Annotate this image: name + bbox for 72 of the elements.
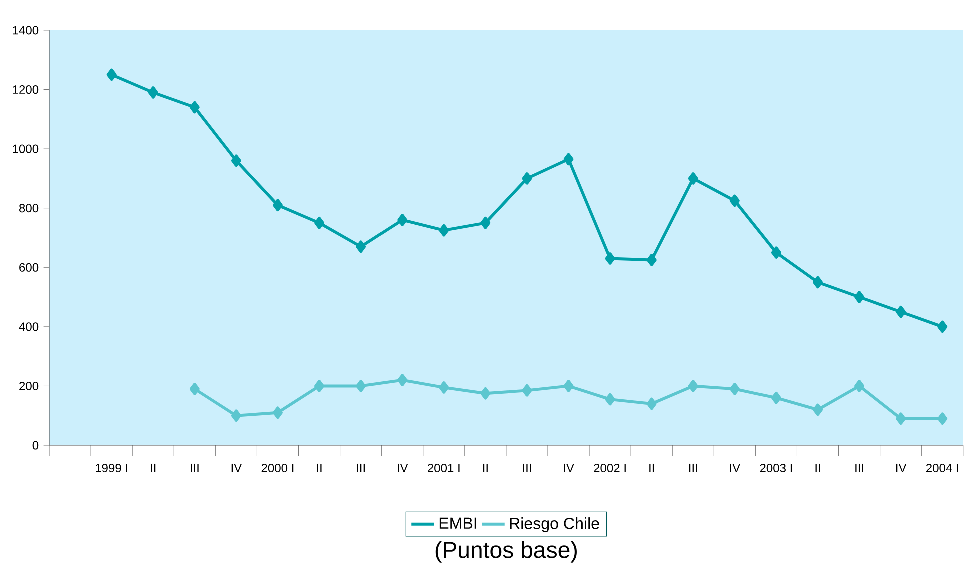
point	[314, 216, 325, 230]
x-tick-label: IV	[232, 464, 242, 472]
text: (Puntos base)	[436, 541, 577, 563]
point	[771, 392, 782, 404]
x-tick-label: II	[816, 464, 820, 472]
x-tick-label: 2000 I	[262, 464, 294, 472]
point	[522, 172, 532, 185]
y-tick-label: 200	[20, 382, 39, 390]
point	[771, 246, 782, 259]
y-tick-label: 1400	[13, 26, 39, 35]
x-tick-label: III	[190, 464, 199, 472]
x-tick-label: II	[650, 464, 654, 472]
x-tick-label: II	[151, 464, 156, 472]
x-tick-label: III	[689, 464, 698, 472]
x-tick-label: IV	[730, 464, 741, 472]
point	[730, 194, 740, 208]
y-tick-label: 1200	[13, 85, 39, 94]
point	[854, 380, 865, 392]
point	[356, 380, 366, 392]
x-tick-label: 2002 I	[594, 464, 626, 472]
x-tick-label: 1999 I	[96, 464, 128, 472]
x-tick-label: 2001 I	[428, 464, 460, 472]
point	[356, 240, 366, 253]
y-tick-label: 600	[20, 263, 39, 272]
point	[231, 154, 242, 167]
point	[646, 254, 657, 266]
point	[730, 382, 740, 396]
x-tick-label: 2004 I	[926, 464, 958, 472]
point	[190, 101, 200, 114]
point	[480, 387, 491, 400]
x-tick-label: III	[856, 464, 864, 472]
point	[231, 410, 242, 422]
point	[938, 412, 948, 425]
y-tick-label: 0	[32, 441, 39, 450]
y-tick-label: 800	[20, 204, 39, 213]
point	[688, 380, 698, 392]
point	[564, 380, 574, 392]
x-tick-label: IV	[896, 464, 907, 472]
legend-label: Riesgo Chile	[510, 517, 600, 532]
point	[439, 381, 450, 394]
y-tick-label: 400	[19, 322, 39, 332]
point	[439, 224, 450, 237]
point	[813, 276, 823, 289]
point	[688, 172, 698, 185]
x-tick-label: 2003 I	[760, 464, 792, 472]
point	[106, 68, 117, 82]
point	[398, 214, 408, 226]
point	[605, 393, 616, 406]
point	[813, 404, 823, 416]
point	[314, 380, 325, 392]
point	[480, 216, 491, 230]
x-tick-label: IV	[398, 464, 408, 472]
point	[854, 291, 865, 304]
legend-label: EMBI	[440, 518, 476, 529]
x-tick-label: III	[357, 464, 365, 472]
x-tick-label: III	[523, 464, 532, 472]
point	[605, 252, 616, 265]
point	[522, 384, 532, 397]
x-tick-label: II	[317, 464, 322, 472]
point	[148, 86, 158, 99]
point	[272, 406, 283, 419]
point	[896, 306, 906, 318]
point	[646, 398, 657, 410]
point	[564, 153, 574, 166]
y-tick-label: 1000	[13, 144, 39, 154]
point	[190, 382, 200, 396]
point	[272, 199, 283, 212]
point	[938, 320, 948, 334]
x-tick-label: IV	[564, 464, 574, 472]
point	[398, 374, 408, 386]
point	[896, 412, 906, 425]
x-tick-label: II	[483, 464, 488, 472]
